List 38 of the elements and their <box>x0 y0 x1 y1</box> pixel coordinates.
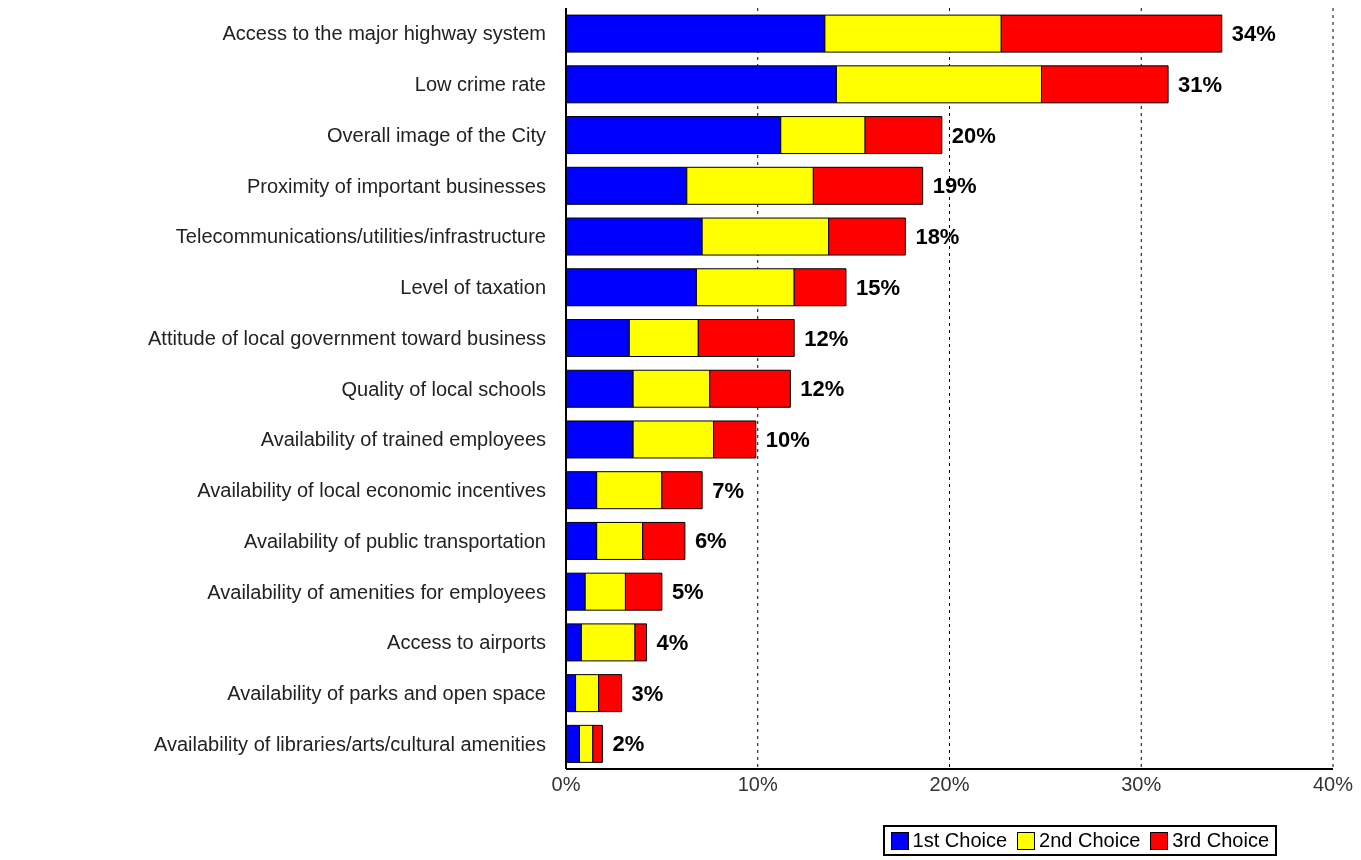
y-tick-label: Access to airports <box>387 631 546 654</box>
y-tick-label: Availability of local economic incentives <box>197 479 546 502</box>
y-tick-label: Attitude of local government toward business <box>148 326 546 349</box>
legend-label: 1st Choice <box>911 829 1008 852</box>
x-tick-label: 30% <box>1121 773 1162 796</box>
total-label: 5% <box>671 579 704 605</box>
y-tick-label: Access to the major highway system <box>222 22 546 45</box>
y-tick-label: Quality of local schools <box>341 377 546 400</box>
total-label: 7% <box>712 477 744 503</box>
total-label: 19% <box>932 173 977 199</box>
y-tick-label: Availability of libraries/arts/cultural amenities <box>153 732 546 755</box>
y-tick-label: Low crime rate <box>414 73 546 96</box>
x-tick-label: 40% <box>1312 773 1354 796</box>
y-tick-label: Telecommunications/utilities/infrastructure <box>175 225 546 248</box>
total-label: 15% <box>855 274 900 300</box>
total-label: 6% <box>694 528 727 554</box>
y-tick-label: Overall image of the City <box>327 123 546 146</box>
total-label: 12% <box>800 376 845 402</box>
total-label: 3% <box>631 680 664 706</box>
legend-label: 3rd Choice <box>1171 829 1269 852</box>
total-label: 18% <box>915 224 960 250</box>
y-tick-label: Level of taxation <box>400 276 546 299</box>
legend-label: 2nd Choice <box>1038 829 1141 852</box>
total-label: 4% <box>656 629 689 655</box>
total-label: 34% <box>1231 21 1276 47</box>
total-label: 2% <box>612 731 645 757</box>
y-tick-label: Availability of trained employees <box>260 428 546 451</box>
x-tick-label: 10% <box>737 773 778 796</box>
total-label: 12% <box>804 325 849 351</box>
y-tick-label: Availability of parks and open space <box>227 682 546 704</box>
x-tick-label: 20% <box>929 773 970 796</box>
x-tick-label: 0% <box>551 773 581 796</box>
total-label: 31% <box>1178 71 1223 97</box>
y-tick-label: Proximity of important businesses <box>246 174 546 197</box>
total-label: 20% <box>951 122 996 148</box>
y-tick-label: Availability of public transportation <box>243 529 546 552</box>
total-label: 10% <box>765 426 810 452</box>
y-tick-label: Availability of amenities for employees <box>207 580 546 603</box>
